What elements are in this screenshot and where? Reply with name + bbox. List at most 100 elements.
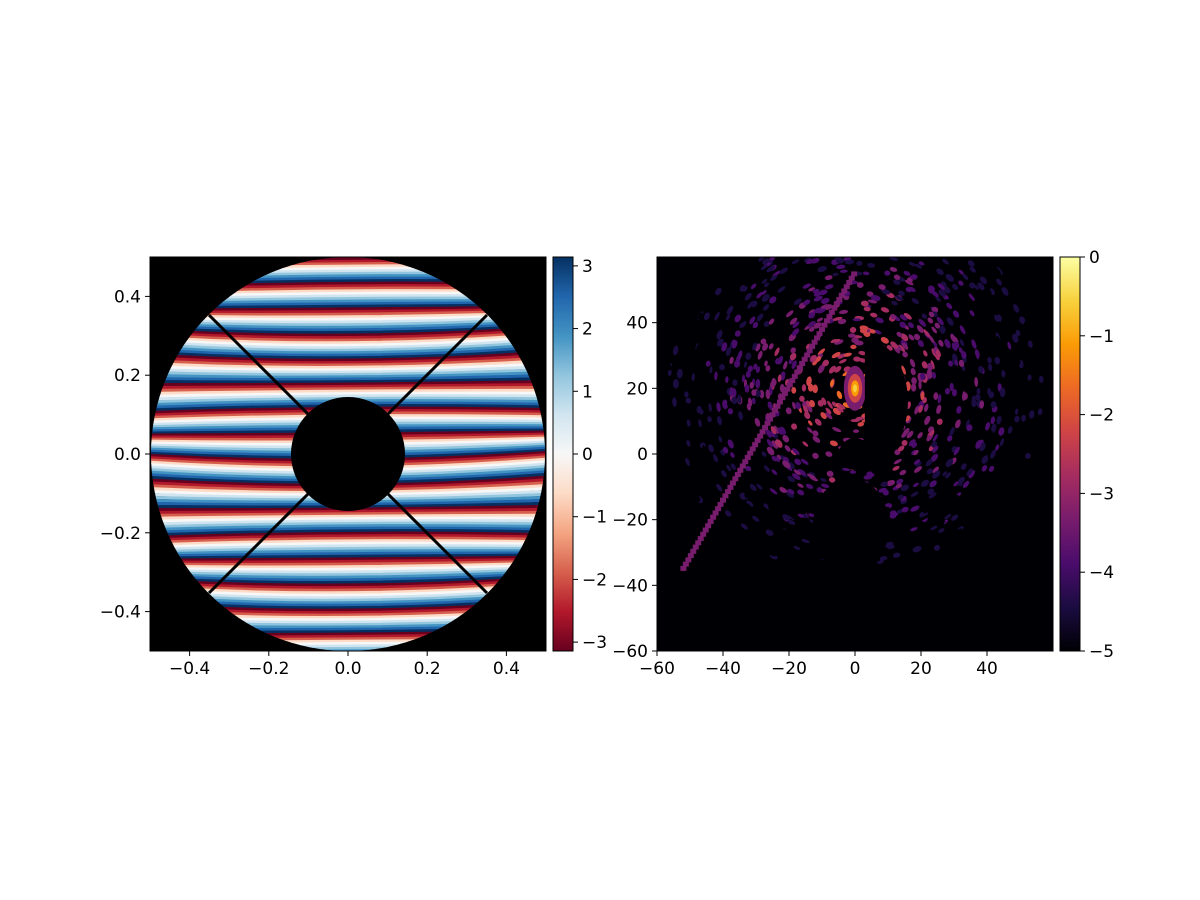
phase-fringe-band [150,679,546,685]
psf-speckle [1015,538,1021,544]
psf-speckle [982,316,988,324]
psf-spider-streak [742,459,749,465]
psf-speckle [965,419,970,428]
psf-speckle [716,330,723,340]
psf-speckle [673,427,679,438]
psf-speckle [1038,552,1045,560]
phase-colorbar: 3 2 1 0 −1 −2 −3 [552,256,607,653]
phase-fringe-band [151,534,545,542]
psf-speckle [722,446,729,454]
psf-speckle [754,417,761,427]
psf-speckle [954,359,959,367]
psf-speckle [667,438,673,447]
psf-speckle [753,363,758,370]
psf-speckle [981,545,990,553]
psf-speckle [842,467,850,472]
psf-spider-streak [737,467,744,473]
psf-speckle [893,274,901,280]
psf-speckle [791,360,797,369]
psf-speckle [986,554,994,561]
psf-speckle [838,359,847,364]
psf-speckle [1035,515,1041,521]
psf-speckle [1034,285,1040,293]
psf-speckle [988,296,995,304]
psf-speckle [909,358,916,368]
psf-speckle [709,366,713,374]
psf-speckle [893,279,901,285]
psf-speckle [954,341,960,348]
psf-speckle [756,268,763,275]
psf-speckle [1011,271,1017,279]
psf-speckle [774,456,780,463]
psf-speckle [932,466,940,474]
psf-spider-streak [779,395,786,401]
psf-speckle [1032,524,1039,532]
psf-speckle [949,382,954,392]
psf-speckle [901,430,908,438]
psf-speckle [791,423,798,430]
psf-speckle [836,258,845,264]
psf-speckle [926,468,933,475]
psf-speckle [967,260,975,267]
psf-speckle [1033,457,1038,464]
psf-speckle [965,502,972,510]
psf-speckle [804,411,811,419]
psf-speckle [801,538,810,544]
psf-speckle [907,553,916,560]
psf-spider-streak [724,489,731,495]
psf-speckle [988,465,995,472]
psf-speckle [698,328,704,338]
psf-speckle [756,313,764,322]
y-tick-label: −0.4 [100,603,141,623]
psf-speckle [858,350,867,356]
psf-speckle [1018,340,1023,350]
psf-speckle [723,420,730,427]
psf-speckle [904,279,914,286]
psf-speckle [1003,516,1010,523]
psf-speckle [928,577,938,584]
psf-speckle [747,301,754,309]
psf-speckle [827,577,835,583]
psf-speckle [1036,347,1040,357]
psf-speckle [766,579,775,585]
psf-speckle [725,314,731,321]
psf-speckle [690,288,697,298]
psf-speckle [1030,356,1035,366]
psf-speckle [969,282,976,289]
psf-speckle [794,556,804,563]
psf-spider-streak [757,433,764,439]
colorbar-tick-label: 1 [582,382,593,402]
psf-speckle [763,320,770,327]
psf-speckle [994,267,1001,276]
psf-speckle [812,452,819,459]
psf-speckle [965,576,972,581]
psf-speckle [946,575,955,582]
psf-speckle [734,359,741,368]
psf-spider-streak [826,314,833,320]
psf-speckle [756,366,760,373]
psf-spider-streak [789,378,796,384]
colorbar-tick-label: −4 [1089,563,1114,583]
psf-speckle [716,483,723,492]
psf-speckle [932,445,939,453]
psf-speckle [862,271,870,276]
psf-speckle [990,449,997,459]
psf-speckle [812,436,821,443]
psf-speckle [760,338,767,345]
psf-speckle [657,487,661,494]
psf-speckle [760,264,768,271]
psf-speckle [887,545,895,550]
psf-speckle [764,360,768,367]
psf-colorbar-gradient [1059,256,1081,652]
psf-speckle [925,459,933,467]
psf-speckle [1043,471,1049,480]
psf-spider-streak [752,442,759,448]
psf-speckle [1014,415,1020,423]
psf-speckle [787,519,796,525]
psf-speckle [679,280,686,289]
psf-speckle [775,439,783,448]
psf-speckle [782,434,790,443]
phase-fringe-band [151,299,545,306]
psf-spider-streak [776,399,783,405]
psf-speckle [717,293,723,301]
